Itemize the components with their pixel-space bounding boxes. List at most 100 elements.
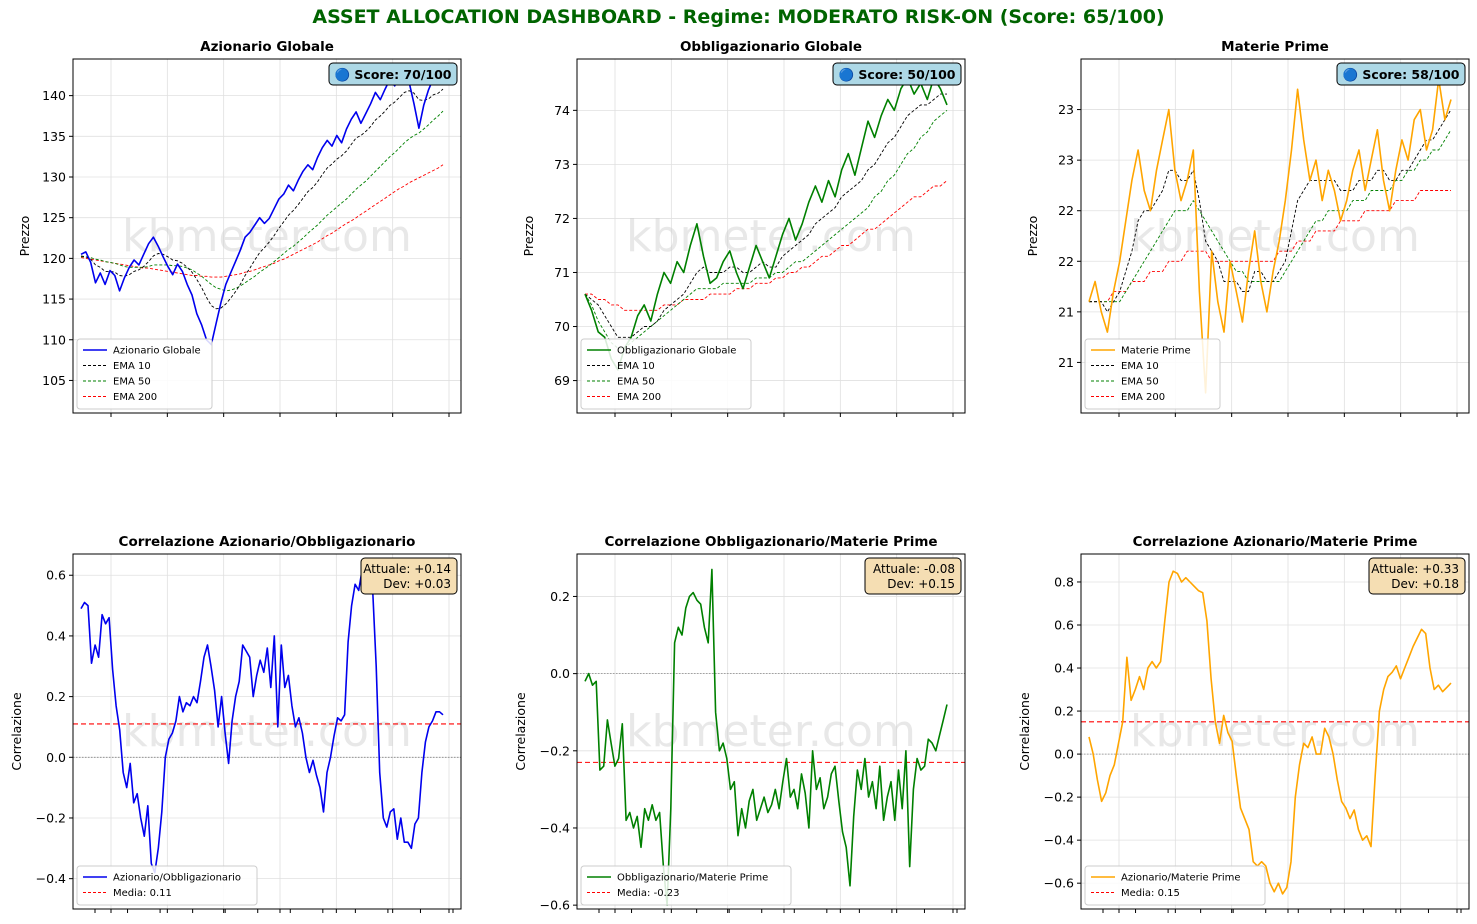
legend-label: EMA 50 (617, 377, 655, 388)
series-line (80, 70, 444, 346)
axes-frame (72, 58, 462, 414)
panel-2: kbmeter.com 69 70 71 72 73 74 Obbligazionario G… (521, 39, 966, 417)
y-tick-label: 69 (554, 373, 570, 388)
y-tick-label: 0.6 (46, 568, 66, 583)
score-box (1336, 62, 1466, 86)
watermark: kbmeter.com (1130, 211, 1420, 262)
y-tick-label: 0.6 (1054, 618, 1074, 633)
y-tick-label: 72 (554, 211, 570, 226)
y-tick-label: 130 (42, 170, 66, 185)
stats-label: Dev: +0.03 (383, 577, 451, 591)
y-axis-label: Prezzo (17, 216, 32, 257)
y-tick-label: 0.2 (46, 689, 66, 704)
stats-box (864, 557, 962, 595)
chart-title: Correlazione Azionario/Materie Prime (1133, 534, 1418, 550)
stats-box (1368, 557, 1466, 595)
y-tick-label: 71 (554, 265, 570, 280)
legend-label: Media: -0.23 (617, 888, 679, 899)
legend-label: EMA 200 (113, 392, 157, 403)
legend-label: Azionario/Materie Prime (1121, 873, 1241, 884)
panel-4: kbmeter.com −0.4 −0.2 0.0 0.2 0.4 0.6 Correlazi… (9, 534, 462, 913)
legend-box (580, 865, 792, 906)
y-axis-label: Correlazione (1017, 692, 1032, 771)
y-tick-label: −0.6 (1044, 876, 1074, 891)
panel-3: kbmeter.com 21 21 22 22 23 23 Materie Prime Prez… (1025, 39, 1470, 417)
y-tick-label: 115 (42, 292, 66, 307)
legend-label: EMA 50 (113, 377, 151, 388)
y-tick-label: −0.4 (540, 820, 570, 835)
axes-frame (1080, 58, 1470, 414)
y-tick-label: 0.2 (550, 589, 570, 604)
series-line (1088, 78, 1452, 394)
axes-frame (72, 553, 462, 910)
y-tick-label: 105 (42, 373, 66, 388)
y-tick-label: 21 (1058, 304, 1074, 319)
score-label: 🔵 Score: 58/100 (1343, 67, 1460, 82)
legend-label: EMA 50 (1121, 377, 1159, 388)
stats-label: Attuale: +0.33 (1371, 562, 1459, 576)
legend-label: Materie Prime (1121, 346, 1191, 357)
y-tick-label: 110 (42, 332, 66, 347)
score-label: 🔵 Score: 70/100 (335, 67, 452, 82)
y-axis-label: Prezzo (521, 216, 536, 257)
y-tick-label: 23 (1058, 102, 1074, 117)
y-tick-label: −0.2 (1044, 790, 1074, 805)
y-tick-label: 22 (1058, 254, 1074, 269)
score-box (832, 62, 962, 86)
watermark: kbmeter.com (626, 211, 916, 262)
stats-label: Dev: +0.18 (1391, 577, 1459, 591)
legend-label: Obbligazionario Globale (617, 346, 736, 357)
y-tick-label: 0.4 (1054, 661, 1074, 676)
series-line (585, 180, 948, 311)
legend-label: EMA 10 (1121, 361, 1159, 372)
legend-label: EMA 10 (617, 361, 655, 372)
series-line (1089, 129, 1452, 303)
y-tick-label: 23 (1058, 153, 1074, 168)
series-line (1088, 570, 1452, 895)
axes-frame (576, 58, 966, 414)
series-line (584, 568, 948, 906)
y-tick-label: 73 (554, 157, 570, 172)
dashboard-title: ASSET ALLOCATION DASHBOARD - Regime: MOD… (312, 6, 1165, 28)
watermark: kbmeter.com (122, 706, 412, 757)
stats-label: Dev: +0.15 (887, 577, 955, 591)
legend-box (580, 338, 752, 410)
y-axis-label: Correlazione (9, 692, 24, 771)
score-box (328, 62, 458, 86)
chart-title: Materie Prime (1221, 39, 1329, 55)
y-tick-label: −0.2 (540, 743, 570, 758)
y-tick-label: 0.2 (1054, 704, 1074, 719)
legend-label: EMA 200 (617, 392, 661, 403)
chart-title: Correlazione Azionario/Obbligazionario (119, 534, 416, 550)
stats-label: Attuale: -0.08 (873, 562, 955, 576)
axes-frame (576, 553, 966, 910)
series-line (80, 568, 444, 874)
panel-1: kbmeter.com 105 110 115 120 125 130 135 140 Azion… (17, 39, 462, 417)
y-tick-label: 120 (42, 251, 66, 266)
y-tick-label: −0.2 (36, 810, 66, 825)
legend-box (1084, 338, 1221, 410)
score-label: 🔵 Score: 50/100 (839, 67, 956, 82)
y-tick-label: 21 (1058, 355, 1074, 370)
axes-frame (1080, 553, 1470, 910)
y-tick-label: 22 (1058, 203, 1074, 218)
series-line (80, 88, 444, 310)
y-tick-label: 125 (42, 210, 66, 225)
y-tick-label: 0.0 (1054, 747, 1074, 762)
y-tick-label: 140 (42, 88, 66, 103)
legend-box (76, 338, 213, 410)
y-tick-label: −0.4 (1044, 833, 1074, 848)
watermark: kbmeter.com (626, 706, 916, 757)
watermark: kbmeter.com (122, 211, 412, 262)
chart-title: Azionario Globale (200, 39, 334, 55)
series-line (81, 110, 444, 292)
stats-box (360, 557, 458, 595)
stats-label: Attuale: +0.14 (363, 562, 451, 576)
y-tick-label: 0.0 (46, 750, 66, 765)
series-line (584, 77, 948, 371)
y-tick-label: 0.4 (46, 628, 66, 643)
panel-6: kbmeter.com −0.6 −0.4 −0.2 0.0 0.2 0.4 0.6 0.8 Co… (1017, 534, 1470, 913)
y-tick-label: 0.8 (1054, 574, 1074, 589)
watermark: kbmeter.com (1130, 706, 1420, 757)
